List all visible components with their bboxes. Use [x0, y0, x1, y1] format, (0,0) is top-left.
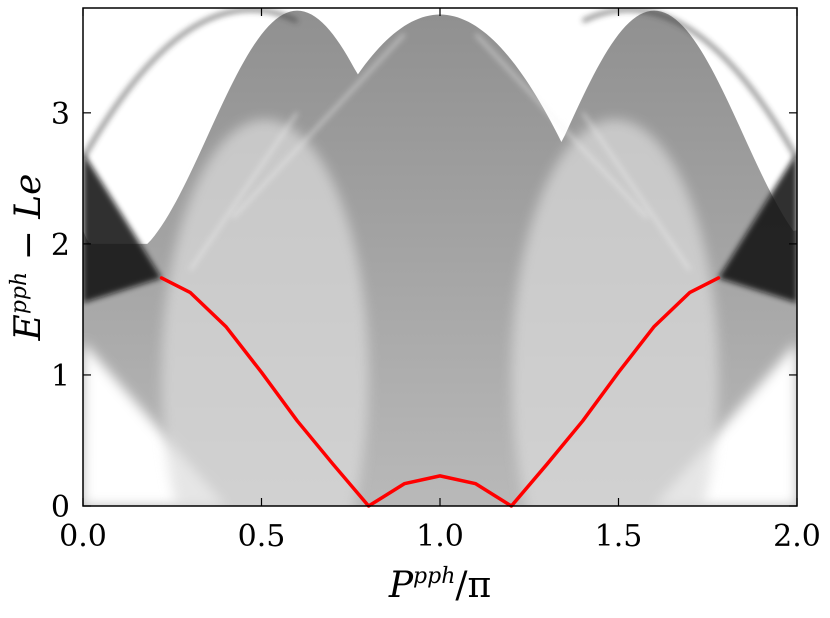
x-axis-label: Ppph/π [388, 564, 491, 606]
y-axis-label: Epph − Le [7, 174, 49, 342]
series-line-red [159, 276, 721, 508]
y-axis-ticks: 0 1 2 3 [51, 97, 797, 525]
x-axis-ticks: 0.0 0.5 1.0 1.5 2.0 [59, 8, 821, 554]
x-tick-label: 1.0 [416, 519, 464, 554]
y-tick-label: 3 [51, 97, 70, 132]
y-tick-label: 2 [51, 228, 70, 263]
x-tick-label: 2.0 [773, 519, 821, 554]
x-tick-label: 1.5 [595, 519, 643, 554]
heatmap-background [83, 8, 797, 506]
y-tick-label: 1 [51, 359, 70, 394]
x-tick-label: 0.5 [238, 519, 286, 554]
y-tick-label: 0 [51, 490, 70, 525]
x-tick-label: 0.0 [59, 519, 107, 554]
